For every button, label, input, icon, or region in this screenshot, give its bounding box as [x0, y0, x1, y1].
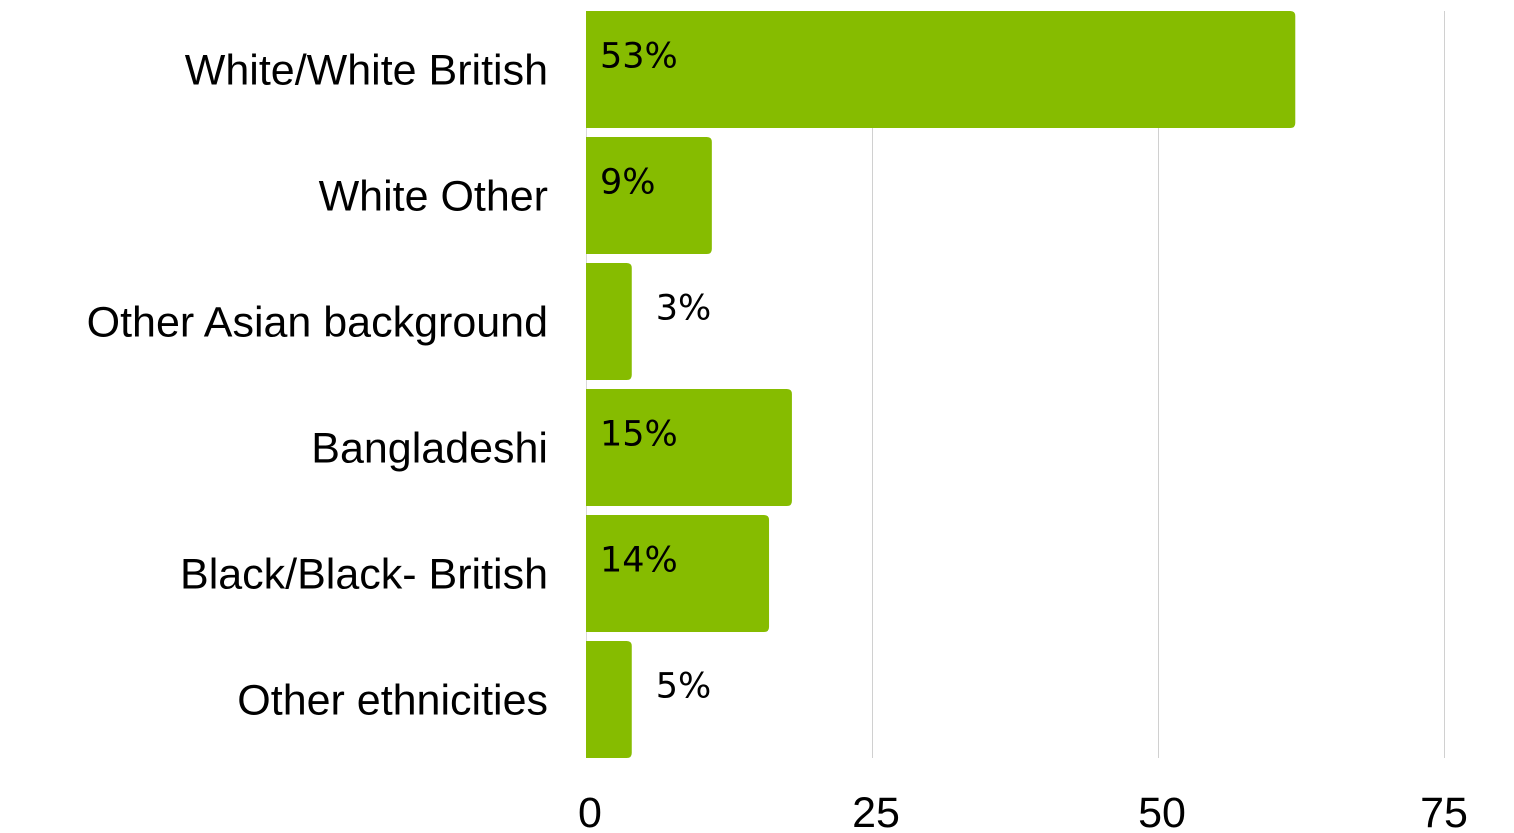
category-label-other-ethnicities: Other ethnicities [237, 677, 548, 725]
bars [586, 11, 1296, 758]
bar-other-asian-background [586, 263, 632, 380]
category-label-black-black-british: Black/Black- British [180, 551, 548, 599]
x-tick-label-25: 25 [852, 789, 900, 833]
category-label-white-white-british: White/White British [185, 47, 548, 95]
data-label-other-asian-background: 3% [656, 289, 712, 329]
category-label-white-other: White Other [319, 173, 548, 221]
grid-lines [586, 11, 1445, 758]
x-tick-label-50: 50 [1138, 789, 1186, 833]
category-label-other-asian-background: Other Asian background [87, 299, 548, 347]
bar-white-white-british [586, 11, 1296, 128]
data-label-other-ethnicities: 5% [656, 667, 712, 707]
bar-bangladeshi [586, 389, 792, 506]
bar-other-ethnicities [586, 641, 632, 758]
data-labels: 53% 9% 3% 15% 14% 5% [600, 37, 711, 707]
category-label-bangladeshi: Bangladeshi [311, 425, 548, 473]
bar-white-other [586, 137, 712, 254]
data-label-bangladeshi: 15% [600, 415, 678, 455]
data-label-black-black-british: 14% [600, 541, 678, 581]
x-axis-tick-labels: 0 25 50 75 [578, 789, 1468, 833]
x-tick-label-75: 75 [1420, 789, 1468, 833]
category-labels: White/White British White Other Other Asia… [87, 47, 548, 725]
bar-black-black-british [586, 515, 770, 632]
data-label-white-white-british: 53% [600, 37, 678, 77]
x-tick-label-0: 0 [578, 789, 602, 833]
data-label-white-other: 9% [600, 163, 656, 203]
